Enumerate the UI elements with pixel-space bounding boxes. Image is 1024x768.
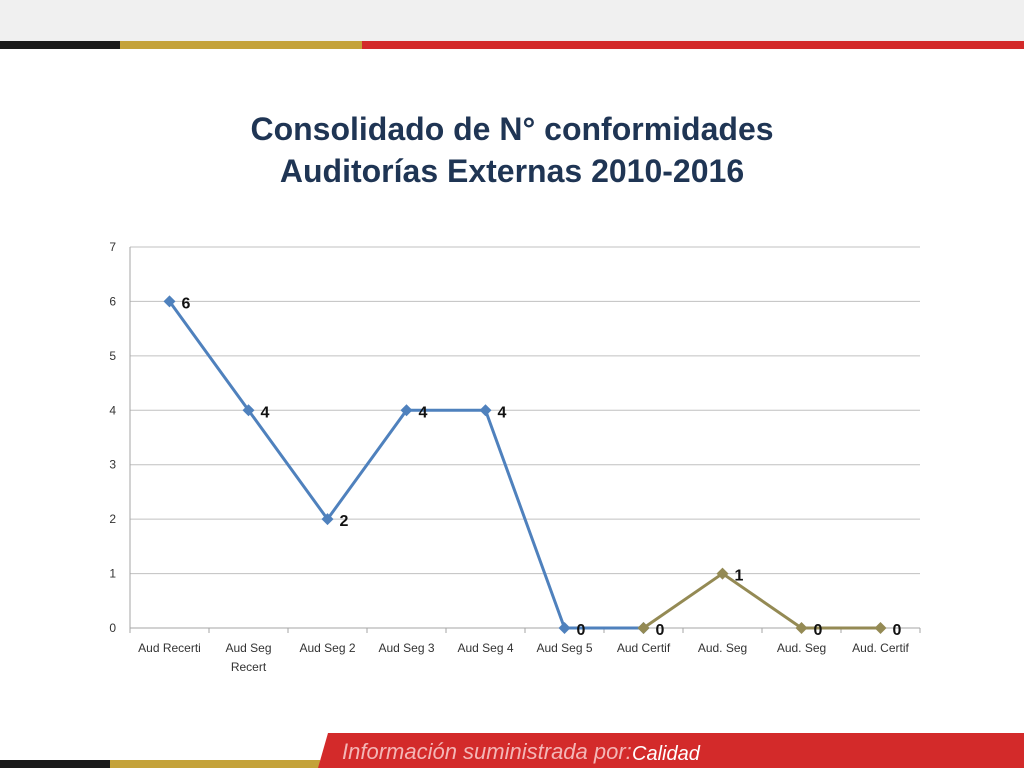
x-tick-label: Aud Seg 3 — [378, 641, 434, 655]
footer-value: Calidad — [632, 743, 700, 765]
y-tick-label: 1 — [109, 567, 116, 581]
data-label: 0 — [893, 622, 902, 639]
chart-title-line2: Auditorías Externas 2010-2016 — [279, 153, 745, 189]
data-point-marker — [874, 622, 887, 634]
data-point-marker — [242, 404, 255, 417]
footer-band — [0, 733, 1024, 768]
footer-stripe-gold — [110, 760, 320, 768]
data-point-marker — [558, 622, 571, 634]
series-line — [642, 572, 881, 630]
y-tick-label: 6 — [109, 294, 116, 308]
x-tick-label-line: Aud Seg 5 — [536, 641, 592, 655]
y-tick-label: 3 — [109, 458, 116, 472]
data-label: 1 — [735, 568, 744, 585]
x-tick-label-line: Aud. Seg — [777, 641, 826, 655]
x-tick-label: Aud Certif — [617, 641, 671, 655]
data-point-marker — [479, 404, 492, 417]
data-label: 0 — [577, 622, 586, 639]
y-tick-label: 4 — [109, 403, 116, 417]
chart-title: Consolidado de N° conformidades Auditorí… — [0, 108, 1024, 192]
data-label: 0 — [814, 622, 823, 639]
data-point-marker — [400, 404, 413, 417]
x-tick-label: Aud Seg 4 — [457, 641, 513, 655]
data-label: 4 — [498, 404, 507, 421]
x-tick-label: Aud Seg 2 — [299, 641, 355, 655]
x-tick-label-line: Aud. Certif — [852, 641, 909, 655]
y-tick-label: 2 — [109, 512, 116, 526]
x-tick-label: Aud. Seg — [777, 641, 826, 655]
footer-stripe-red — [318, 733, 1024, 768]
x-tick-label-line: Aud Seg — [225, 641, 271, 655]
stripe-black — [0, 41, 120, 49]
stripe-red — [362, 41, 1024, 49]
x-tick-label: Aud Seg Recert — [225, 641, 271, 674]
data-label: 6 — [182, 295, 191, 312]
x-tick-label: Aud. Seg — [698, 641, 747, 655]
data-point-marker — [321, 513, 334, 526]
y-tick-label: 0 — [109, 621, 116, 635]
x-tick-label-line: Aud Certif — [617, 641, 671, 655]
stripe-gold — [120, 41, 362, 49]
x-tick-label-line: Aud Recerti — [138, 641, 201, 655]
x-tick-label-line: Aud. Seg — [698, 641, 747, 655]
x-tick-label: Aud. Certif — [852, 641, 909, 655]
x-tick-label-line: Recert — [231, 660, 267, 674]
top-band — [0, 0, 1024, 41]
data-label: 4 — [261, 404, 270, 421]
x-tick-label-line: Aud Seg 2 — [299, 641, 355, 655]
footer-label: Información suministrada por: — [342, 739, 632, 764]
x-tick-label: Aud Recerti — [138, 641, 201, 655]
y-tick-label: 5 — [109, 349, 116, 363]
data-point-marker — [795, 622, 808, 634]
x-tick-label-line: Aud Seg 3 — [378, 641, 434, 655]
y-tick-label: 7 — [109, 240, 116, 254]
chart-title-line1: Consolidado de N° conformidades — [250, 111, 774, 147]
data-point-marker — [716, 567, 729, 580]
data-point-marker — [637, 622, 650, 634]
data-label: 2 — [340, 513, 349, 530]
footer-stripe-black — [0, 760, 110, 768]
x-tick-label: Aud Seg 5 — [536, 641, 592, 655]
data-label: 4 — [419, 404, 428, 421]
line-chart: 0 1 2 3 4 5 6 7 Aud Recerti Aud Seg Recert Aud Seg … — [109, 240, 921, 674]
x-tick-label-line: Aud Seg 4 — [457, 641, 513, 655]
data-label: 0 — [656, 622, 665, 639]
data-point-marker — [163, 295, 176, 308]
